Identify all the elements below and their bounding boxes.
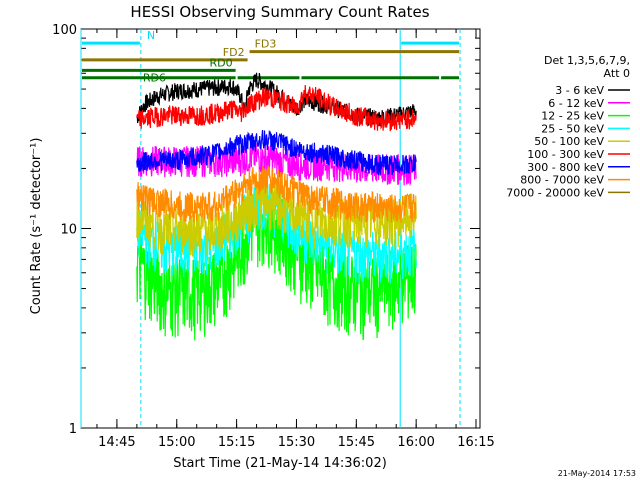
legend-label-1: 6 - 12 keV	[548, 97, 604, 110]
y-tick-label-1: 10	[60, 223, 77, 238]
series-line-6	[136, 129, 417, 176]
annotation-label-n: N	[147, 29, 155, 42]
x-tick-label-5: 16:00	[397, 435, 434, 450]
annotation-label-fd2: FD2	[223, 46, 245, 59]
legend-header-line-2: Att 0	[604, 67, 630, 80]
y-tick-label-2: 100	[52, 23, 77, 38]
legend-label-3: 25 - 50 keV	[541, 122, 604, 135]
y-tick-label-0: 1	[69, 422, 77, 437]
annotation-label-rd6: RD6	[143, 72, 166, 85]
chart-title: HESSI Observing Summary Count Rates	[130, 3, 429, 21]
series-line-3	[136, 179, 417, 284]
series-line-2	[136, 183, 417, 341]
series-line-5	[136, 85, 417, 132]
series-line-7	[136, 165, 417, 223]
annotation-label-fd3: FD3	[255, 38, 277, 51]
legend-label-4: 50 - 100 keV	[534, 135, 604, 148]
legend-label-0: 3 - 6 keV	[555, 84, 604, 97]
footer-timestamp: 21-May-2014 17:53	[558, 469, 636, 478]
legend-label-7: 800 - 7000 keV	[520, 174, 604, 187]
x-tick-label-2: 15:15	[218, 435, 255, 450]
x-tick-label-4: 15:45	[338, 435, 375, 450]
legend-label-6: 300 - 800 keV	[527, 161, 604, 174]
legend-label-2: 12 - 25 keV	[541, 110, 604, 123]
x-tick-label-0: 14:45	[98, 435, 135, 450]
legend-label-8: 7000 - 20000 keV	[506, 186, 604, 199]
y-axis-label: Count Rate (s⁻¹ detector⁻¹)	[29, 138, 44, 315]
legend-header-line-1: Det 1,3,5,6,7,9,	[544, 54, 630, 67]
legend-label-5: 100 - 300 keV	[527, 148, 604, 161]
annotation-label-rd0: RD0	[209, 56, 232, 69]
x-tick-label-1: 15:00	[158, 435, 195, 450]
x-tick-label-3: 15:30	[278, 435, 315, 450]
plot-layer: 14:45 15:00 15:15 15:30 15:45 16:00 16:15 1 10 10…	[52, 23, 495, 450]
x-tick-label-6: 16:15	[457, 435, 494, 450]
x-axis-label: Start Time (21-May-14 14:36:02)	[173, 456, 387, 471]
